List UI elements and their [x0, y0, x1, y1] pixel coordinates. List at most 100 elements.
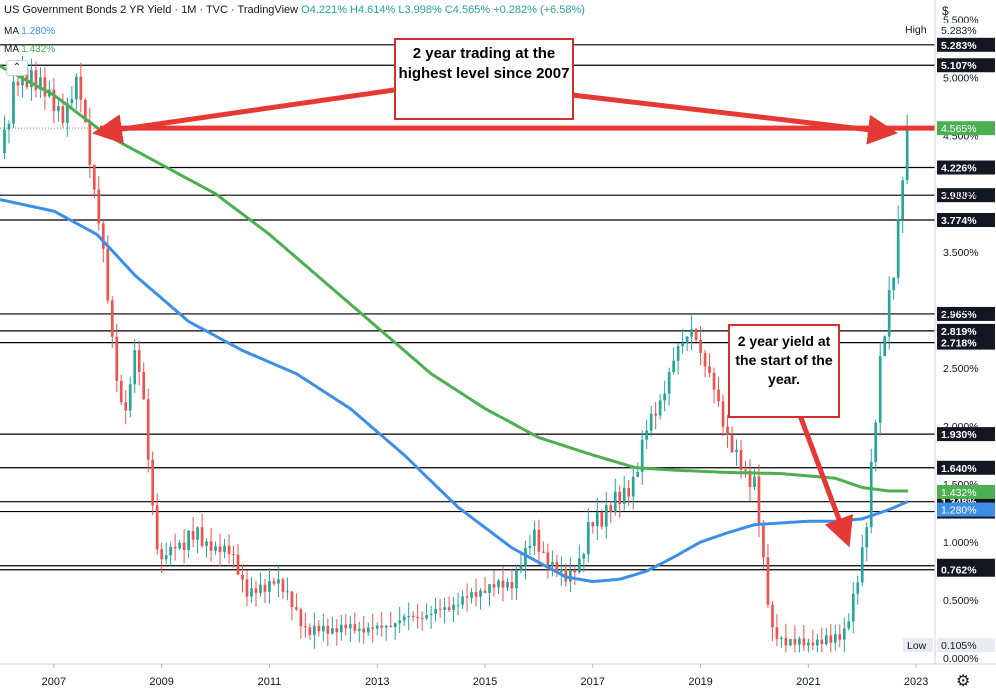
- candle-body: [326, 625, 330, 634]
- candle-body: [640, 439, 644, 472]
- candle-body: [142, 371, 146, 400]
- x-tick-label: 2015: [473, 676, 497, 688]
- level-label: 1.640%: [941, 463, 977, 475]
- price-axis[interactable]: 5.283% 5.107% 4.226% 3.988% 3.774% 2.965% 2.81…: [903, 0, 995, 665]
- y-tick-label: 2.500%: [943, 363, 979, 375]
- candle-body: [241, 574, 244, 580]
- level-label: 2.965%: [941, 309, 977, 321]
- level-label-bg: [937, 562, 995, 577]
- candle-body: [223, 545, 226, 553]
- candle-body: [101, 223, 105, 249]
- y-tick-label: 5.000%: [943, 73, 979, 85]
- candle-body: [851, 593, 855, 622]
- arrow-to-2022: [571, 92, 898, 145]
- candle-body: [317, 625, 321, 632]
- level-label: 1.930%: [941, 429, 977, 441]
- candle-body: [874, 422, 878, 462]
- candle-body: [12, 81, 15, 124]
- settings-gear-icon[interactable]: ⚙: [956, 673, 971, 690]
- candle-body: [254, 588, 258, 593]
- candle-body: [411, 615, 415, 618]
- candle-body: [92, 164, 96, 190]
- collapse-legend-button[interactable]: ⌃: [6, 60, 28, 76]
- candle-body: [730, 435, 734, 453]
- candle-body: [753, 476, 756, 488]
- annotation-arrows: [92, 87, 935, 548]
- candle-body: [735, 449, 738, 453]
- candle-body: [66, 103, 69, 123]
- candle-body: [856, 582, 860, 594]
- candle-body: [344, 624, 348, 629]
- candle-body: [313, 625, 316, 635]
- candle-body: [335, 628, 339, 633]
- candle-body: [384, 625, 388, 628]
- candle-body: [465, 596, 469, 598]
- candle-body: [847, 621, 851, 629]
- x-tick-label: 2009: [149, 676, 173, 688]
- candle-body: [820, 639, 824, 645]
- candle-body: [61, 106, 65, 123]
- candle-body: [842, 628, 846, 640]
- candle-body: [901, 180, 905, 220]
- candle-body: [595, 511, 599, 527]
- y-tick-label: 2.000%: [943, 421, 979, 433]
- candle-body: [658, 400, 662, 416]
- level-label: 2.718%: [941, 338, 977, 350]
- candle-body: [371, 627, 375, 629]
- candle-body: [290, 591, 294, 608]
- candle-body: [277, 579, 280, 584]
- y-tick-label: 0.000%: [943, 653, 979, 665]
- candle-body: [555, 561, 559, 572]
- candle-body: [304, 626, 307, 628]
- candle-body: [905, 128, 909, 181]
- candle-body: [604, 505, 608, 527]
- candle-body: [160, 549, 164, 560]
- candle-body: [402, 616, 406, 621]
- ma-fast-legend[interactable]: MA 1.280%: [4, 26, 56, 37]
- candle-body: [824, 635, 828, 645]
- time-axis[interactable]: 2007 2009 2011 2013 2015 2017 2019 2021 2023: [0, 663, 996, 688]
- candle-body: [802, 638, 806, 646]
- last-price-tag-bg: [937, 121, 995, 136]
- candle-body: [497, 580, 500, 588]
- ma-slow-tag-bg: [937, 484, 995, 499]
- candle-body: [838, 634, 842, 640]
- candle-body: [672, 360, 675, 373]
- candle-body: [357, 628, 361, 631]
- candle-body: [16, 81, 20, 86]
- candle-body: [52, 89, 56, 112]
- candle-body: [200, 527, 204, 546]
- candle-body: [119, 380, 123, 403]
- currency-label[interactable]: $: [942, 4, 949, 18]
- candle-body: [236, 554, 240, 575]
- candle-body: [407, 615, 411, 617]
- level-label: 5.283%: [941, 40, 977, 52]
- candle-body: [443, 607, 446, 610]
- level-label-bg: [937, 306, 995, 321]
- candle-body: [721, 401, 725, 427]
- x-tick-label: 2023: [904, 676, 928, 688]
- candle-body: [627, 487, 631, 497]
- candle-body: [771, 604, 774, 628]
- candle-body: [214, 546, 217, 551]
- candle-body: [533, 529, 536, 547]
- candle-body: [308, 627, 312, 635]
- candle-body: [586, 522, 590, 555]
- level-label-bg: [937, 213, 995, 228]
- candle-body: [456, 604, 460, 606]
- candle-body: [281, 579, 285, 592]
- candle-body: [178, 542, 181, 549]
- candle-body: [896, 219, 900, 278]
- candle-body: [164, 555, 168, 560]
- candle-body: [146, 399, 150, 460]
- candle-body: [232, 554, 235, 556]
- candle-body: [681, 342, 684, 347]
- candle-body: [209, 541, 213, 551]
- ma-slow-tag: 1.432%: [941, 487, 977, 499]
- ma-slow-legend[interactable]: MA 1.432%: [4, 44, 56, 55]
- candle-body: [833, 634, 837, 643]
- level-label: 3.774%: [941, 215, 977, 227]
- candle-body: [321, 625, 325, 632]
- candle-body: [434, 608, 437, 614]
